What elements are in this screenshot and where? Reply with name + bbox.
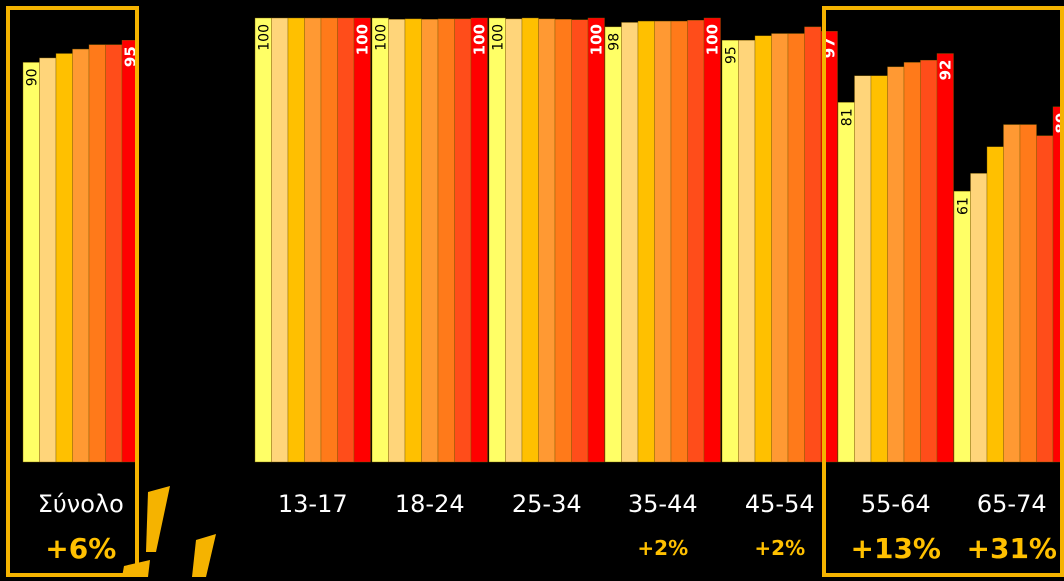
bar [738, 40, 756, 463]
bar [505, 18, 523, 463]
category-label: 18-24 [394, 490, 465, 518]
bar [271, 17, 289, 463]
bar [687, 20, 705, 463]
bar [571, 19, 589, 463]
change-label: +13% [850, 532, 941, 565]
bar-group: 98 100 [604, 17, 721, 463]
bar [754, 35, 772, 463]
data-label: 95 [723, 46, 739, 64]
bar [388, 19, 406, 463]
bar [587, 17, 605, 463]
category-label: 45-54 [744, 490, 815, 518]
data-label: 95 [121, 46, 139, 67]
bar [721, 40, 739, 463]
data-label: 81 [839, 108, 855, 126]
bar [670, 20, 688, 463]
bar [287, 17, 305, 463]
data-label: 100 [373, 24, 389, 51]
bar [304, 17, 322, 463]
bar [488, 17, 506, 463]
bar [637, 20, 655, 463]
bar-group: 95 97 [721, 26, 838, 463]
bar-group: 90 95 [22, 40, 139, 463]
bar-group: 100 100 [488, 17, 605, 463]
bar [936, 53, 954, 463]
data-label: 80 [1052, 113, 1064, 134]
bar [371, 17, 389, 463]
bar [337, 17, 355, 463]
bar [521, 17, 539, 463]
data-label: 100 [490, 24, 506, 51]
highlight-box [822, 6, 1064, 577]
data-label: 90 [24, 68, 40, 86]
category-label: 55-64 [860, 490, 931, 518]
bar [771, 33, 789, 463]
bar [437, 18, 455, 463]
bar [604, 26, 622, 463]
change-label: +6% [45, 532, 117, 565]
data-label: 100 [703, 24, 721, 55]
data-label: 98 [606, 33, 622, 51]
data-label: 100 [587, 24, 605, 55]
bar [353, 17, 371, 463]
category-label: 13-17 [277, 490, 348, 518]
data-label: 92 [936, 60, 954, 81]
data-label: 61 [955, 197, 971, 215]
bar [538, 18, 556, 463]
data-label: 100 [470, 24, 488, 55]
category-label: 25-34 [511, 490, 582, 518]
change-label: +2% [637, 536, 689, 560]
highlight-box [6, 6, 139, 577]
bar [470, 17, 488, 463]
bar [621, 22, 639, 463]
bar [421, 19, 439, 463]
bar-group: 81 92 [837, 53, 954, 463]
category-label: Σύνολο [37, 490, 124, 518]
bar-group: 61 80 [953, 106, 1064, 463]
bar-group: 100 100 [371, 17, 488, 463]
decor-stroke [192, 534, 216, 577]
bar [703, 17, 721, 463]
category-label: 65-74 [976, 490, 1047, 518]
bar [554, 19, 572, 463]
change-label: +2% [754, 536, 806, 560]
data-label: 100 [353, 24, 371, 55]
data-label: 100 [256, 24, 272, 51]
decor-stroke [146, 486, 170, 552]
bar [454, 18, 472, 463]
change-label: +31% [966, 532, 1057, 565]
bar [654, 20, 672, 463]
category-label: 35-44 [627, 490, 698, 518]
bar-group: 100 100 [254, 17, 371, 463]
bar [787, 33, 805, 463]
bar [254, 17, 272, 463]
bar [804, 26, 822, 463]
decorative-strokes [122, 486, 216, 577]
bar [404, 18, 422, 463]
bar [320, 17, 338, 463]
